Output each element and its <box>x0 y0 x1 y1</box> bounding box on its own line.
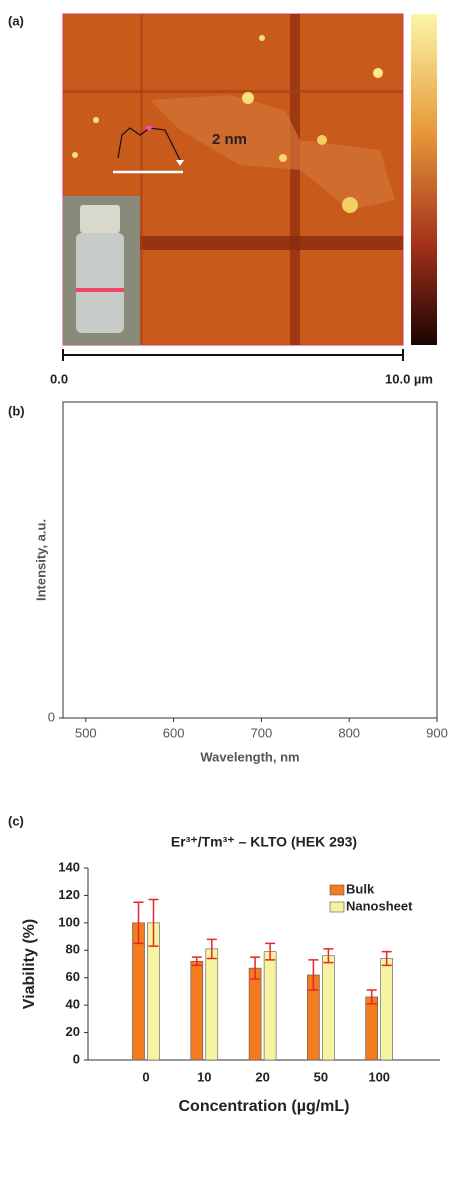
error-bar <box>206 938 217 960</box>
plot-frame <box>62 401 438 719</box>
x-tick-label: 800 <box>338 725 360 740</box>
scale-end: 10.0 µm <box>385 371 433 386</box>
error-bar <box>265 942 276 961</box>
scale-start: 0.0 <box>50 371 68 386</box>
y-tick-label: 120 <box>58 887 80 902</box>
y-axis-label: Viability (%) <box>21 919 38 1009</box>
x-tick-label: 50 <box>314 1069 328 1084</box>
bar <box>322 955 335 1061</box>
bar <box>380 958 394 1061</box>
y-tick-label: 40 <box>66 997 80 1012</box>
bar <box>205 948 219 1061</box>
y-tick-label: 0 <box>73 1051 80 1066</box>
x-tick-label: 900 <box>426 725 448 740</box>
bar <box>263 951 277 1061</box>
x-tick-label: 500 <box>75 725 97 740</box>
panel-label: (c) <box>8 813 24 828</box>
error-bar <box>191 956 202 967</box>
legend-swatch <box>329 901 345 913</box>
x-tick-label: 100 <box>368 1069 390 1084</box>
chart-title: Er³⁺/Tm³⁺ – KLTO (HEK 293) <box>171 834 357 850</box>
panel-label: (a) <box>8 13 24 28</box>
error-bar <box>381 950 392 967</box>
legend-label: Bulk <box>346 881 375 896</box>
error-bar <box>148 898 159 947</box>
x-tick-label: 10 <box>197 1069 211 1084</box>
afm-image <box>62 13 437 361</box>
panel-label: (b) <box>8 403 25 418</box>
y-axis-label: Intensity, a.u. <box>33 519 48 601</box>
y-tick-label: 140 <box>58 859 80 874</box>
y-tick-label: 20 <box>66 1024 80 1039</box>
y-tick-label: 60 <box>66 969 80 984</box>
bar <box>365 996 379 1061</box>
x-tick-label: 600 <box>163 725 185 740</box>
legend-swatch <box>329 884 345 896</box>
error-bar <box>250 956 261 980</box>
annotation: 2 nm <box>212 131 247 148</box>
error-bar <box>133 901 144 945</box>
y-tick-label: 0 <box>48 709 55 724</box>
y-tick-label: 80 <box>66 942 80 957</box>
legend-label: Nanosheet <box>346 898 413 913</box>
x-tick-label: 0 <box>142 1069 149 1084</box>
bar <box>190 960 204 1061</box>
x-tick-label: 20 <box>255 1069 269 1084</box>
y-tick-label: 100 <box>58 914 80 929</box>
x-tick-label: 700 <box>251 725 273 740</box>
x-axis-label: Concentration (µg/mL) <box>179 1098 350 1115</box>
bar <box>248 967 262 1061</box>
x-axis-label: Wavelength, nm <box>200 749 299 764</box>
error-bar <box>308 959 319 991</box>
error-bar <box>323 948 334 964</box>
error-bar <box>366 989 377 1005</box>
